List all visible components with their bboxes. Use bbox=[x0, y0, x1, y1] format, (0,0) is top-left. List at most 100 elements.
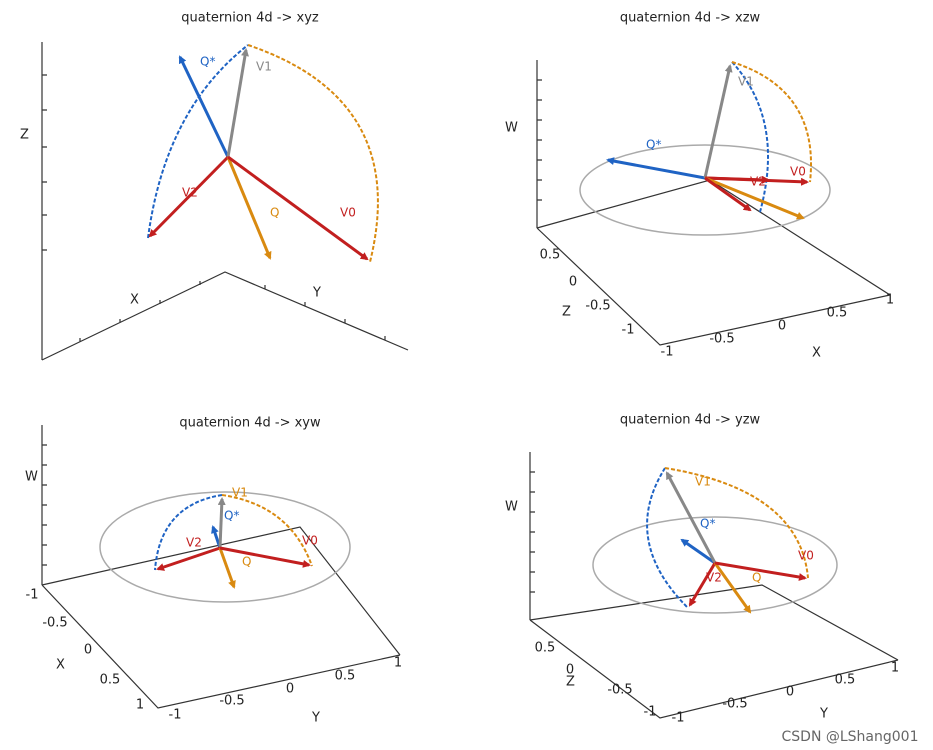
tick-label: -0.5 bbox=[42, 616, 67, 631]
axis-label: W bbox=[505, 500, 518, 515]
arc bbox=[731, 61, 812, 183]
vector bbox=[178, 55, 230, 158]
vertical-axis bbox=[536, 60, 542, 228]
tick-label: -1 bbox=[169, 708, 182, 723]
tick-label: 0 bbox=[778, 319, 786, 334]
vector-label: V0 bbox=[340, 206, 356, 220]
axis-label: W bbox=[25, 470, 38, 485]
vector-label: Q bbox=[270, 206, 279, 220]
vector bbox=[219, 546, 311, 568]
tick-label: 1 bbox=[891, 661, 899, 676]
vector bbox=[226, 48, 249, 158]
vector-label: Q bbox=[752, 571, 761, 585]
tick-label: 1 bbox=[394, 656, 402, 671]
vector bbox=[156, 546, 221, 571]
vertical-axis bbox=[41, 42, 47, 360]
vector-label: Q* bbox=[646, 138, 661, 152]
tick-label: 0 bbox=[569, 275, 577, 290]
arc bbox=[247, 44, 379, 263]
panel-title: quaternion 4d -> xyw bbox=[179, 416, 321, 431]
vector-label: V1 bbox=[695, 475, 711, 489]
watermark: CSDN @LShang001 bbox=[782, 729, 919, 745]
vector-label: V2 bbox=[750, 175, 766, 189]
vector bbox=[227, 155, 369, 261]
tick-label: -1 bbox=[661, 345, 674, 360]
vector-label: V1 bbox=[232, 486, 248, 500]
vector bbox=[704, 176, 805, 220]
floor-axes bbox=[41, 271, 409, 361]
axis-label: Y bbox=[311, 711, 320, 726]
panel: quaternion 4d -> yzw W Z Y 0.5 0 -0.5 -1… bbox=[505, 413, 899, 726]
tick-label: 1 bbox=[886, 293, 894, 308]
tick-label: -0.5 bbox=[722, 697, 747, 712]
vector bbox=[703, 64, 733, 179]
vector-label: V1 bbox=[738, 75, 754, 89]
panel-title: quaternion 4d -> xyz bbox=[181, 11, 319, 26]
vector-label: V2 bbox=[182, 186, 198, 200]
vector bbox=[688, 562, 717, 607]
tick-label: 0.5 bbox=[827, 306, 848, 321]
vector-label: V2 bbox=[186, 536, 202, 550]
vector-label: Q bbox=[242, 555, 251, 569]
vector-label: V2 bbox=[706, 571, 722, 585]
axis-label: X bbox=[56, 658, 65, 673]
vector bbox=[704, 176, 752, 212]
tick-label: -1 bbox=[26, 588, 39, 603]
tick-label: 0.5 bbox=[335, 669, 356, 684]
tick-label: 0 bbox=[84, 643, 92, 658]
vector-label: V0 bbox=[790, 165, 806, 179]
tick-label: 0 bbox=[786, 685, 794, 700]
vector bbox=[148, 155, 230, 238]
tick-label: 1 bbox=[136, 698, 144, 713]
circle bbox=[99, 491, 351, 603]
arc bbox=[221, 494, 313, 567]
vector bbox=[217, 497, 226, 549]
tick-label: -0.5 bbox=[219, 694, 244, 709]
vector-label: Q* bbox=[224, 509, 239, 523]
vector-label: V0 bbox=[302, 534, 318, 548]
axis-label: X bbox=[130, 293, 139, 308]
tick-label: -0.5 bbox=[709, 332, 734, 347]
panel: quaternion 4d -> xyz Z X Y Q* V1 V2 Q V0 bbox=[20, 11, 409, 361]
tick-label: 0 bbox=[566, 663, 574, 678]
vertical-axis bbox=[41, 425, 47, 585]
axis-label: Z bbox=[566, 675, 575, 690]
vector-label: Q* bbox=[200, 55, 215, 69]
arc bbox=[154, 494, 223, 571]
tick-label: -1 bbox=[622, 323, 635, 338]
vector-label: Q* bbox=[700, 517, 715, 531]
floor-axes bbox=[41, 526, 401, 709]
tick-label: -0.5 bbox=[607, 683, 632, 698]
axis-label: Y bbox=[312, 286, 321, 301]
axis-label: Z bbox=[20, 128, 29, 143]
vector bbox=[218, 547, 236, 589]
tick-label: 0 bbox=[286, 682, 294, 697]
vertical-axis bbox=[529, 452, 535, 620]
axis-label: Z bbox=[562, 305, 571, 320]
vector bbox=[665, 471, 717, 564]
vector bbox=[680, 538, 716, 565]
vector bbox=[713, 562, 752, 614]
arc bbox=[646, 467, 689, 609]
vector bbox=[226, 156, 272, 260]
tick-label: -1 bbox=[672, 711, 685, 726]
tick-label: -1 bbox=[644, 705, 657, 720]
panel-title: quaternion 4d -> yzw bbox=[620, 413, 761, 428]
axis-label: W bbox=[505, 121, 518, 136]
floor-axes bbox=[529, 584, 899, 719]
tick-label: -0.5 bbox=[585, 299, 610, 314]
panel: quaternion 4d -> xzw W Z X 0.5 0 -0.5 -1… bbox=[505, 11, 894, 361]
arc bbox=[664, 467, 809, 579]
vector bbox=[714, 561, 807, 581]
tick-label: 0.5 bbox=[835, 673, 856, 688]
tick-label: 0.5 bbox=[100, 673, 121, 688]
circle bbox=[579, 144, 831, 236]
circle bbox=[592, 516, 838, 614]
vector bbox=[606, 157, 706, 180]
arc bbox=[147, 44, 249, 239]
panel-title: quaternion 4d -> xzw bbox=[620, 11, 761, 26]
axis-label: X bbox=[812, 346, 821, 361]
